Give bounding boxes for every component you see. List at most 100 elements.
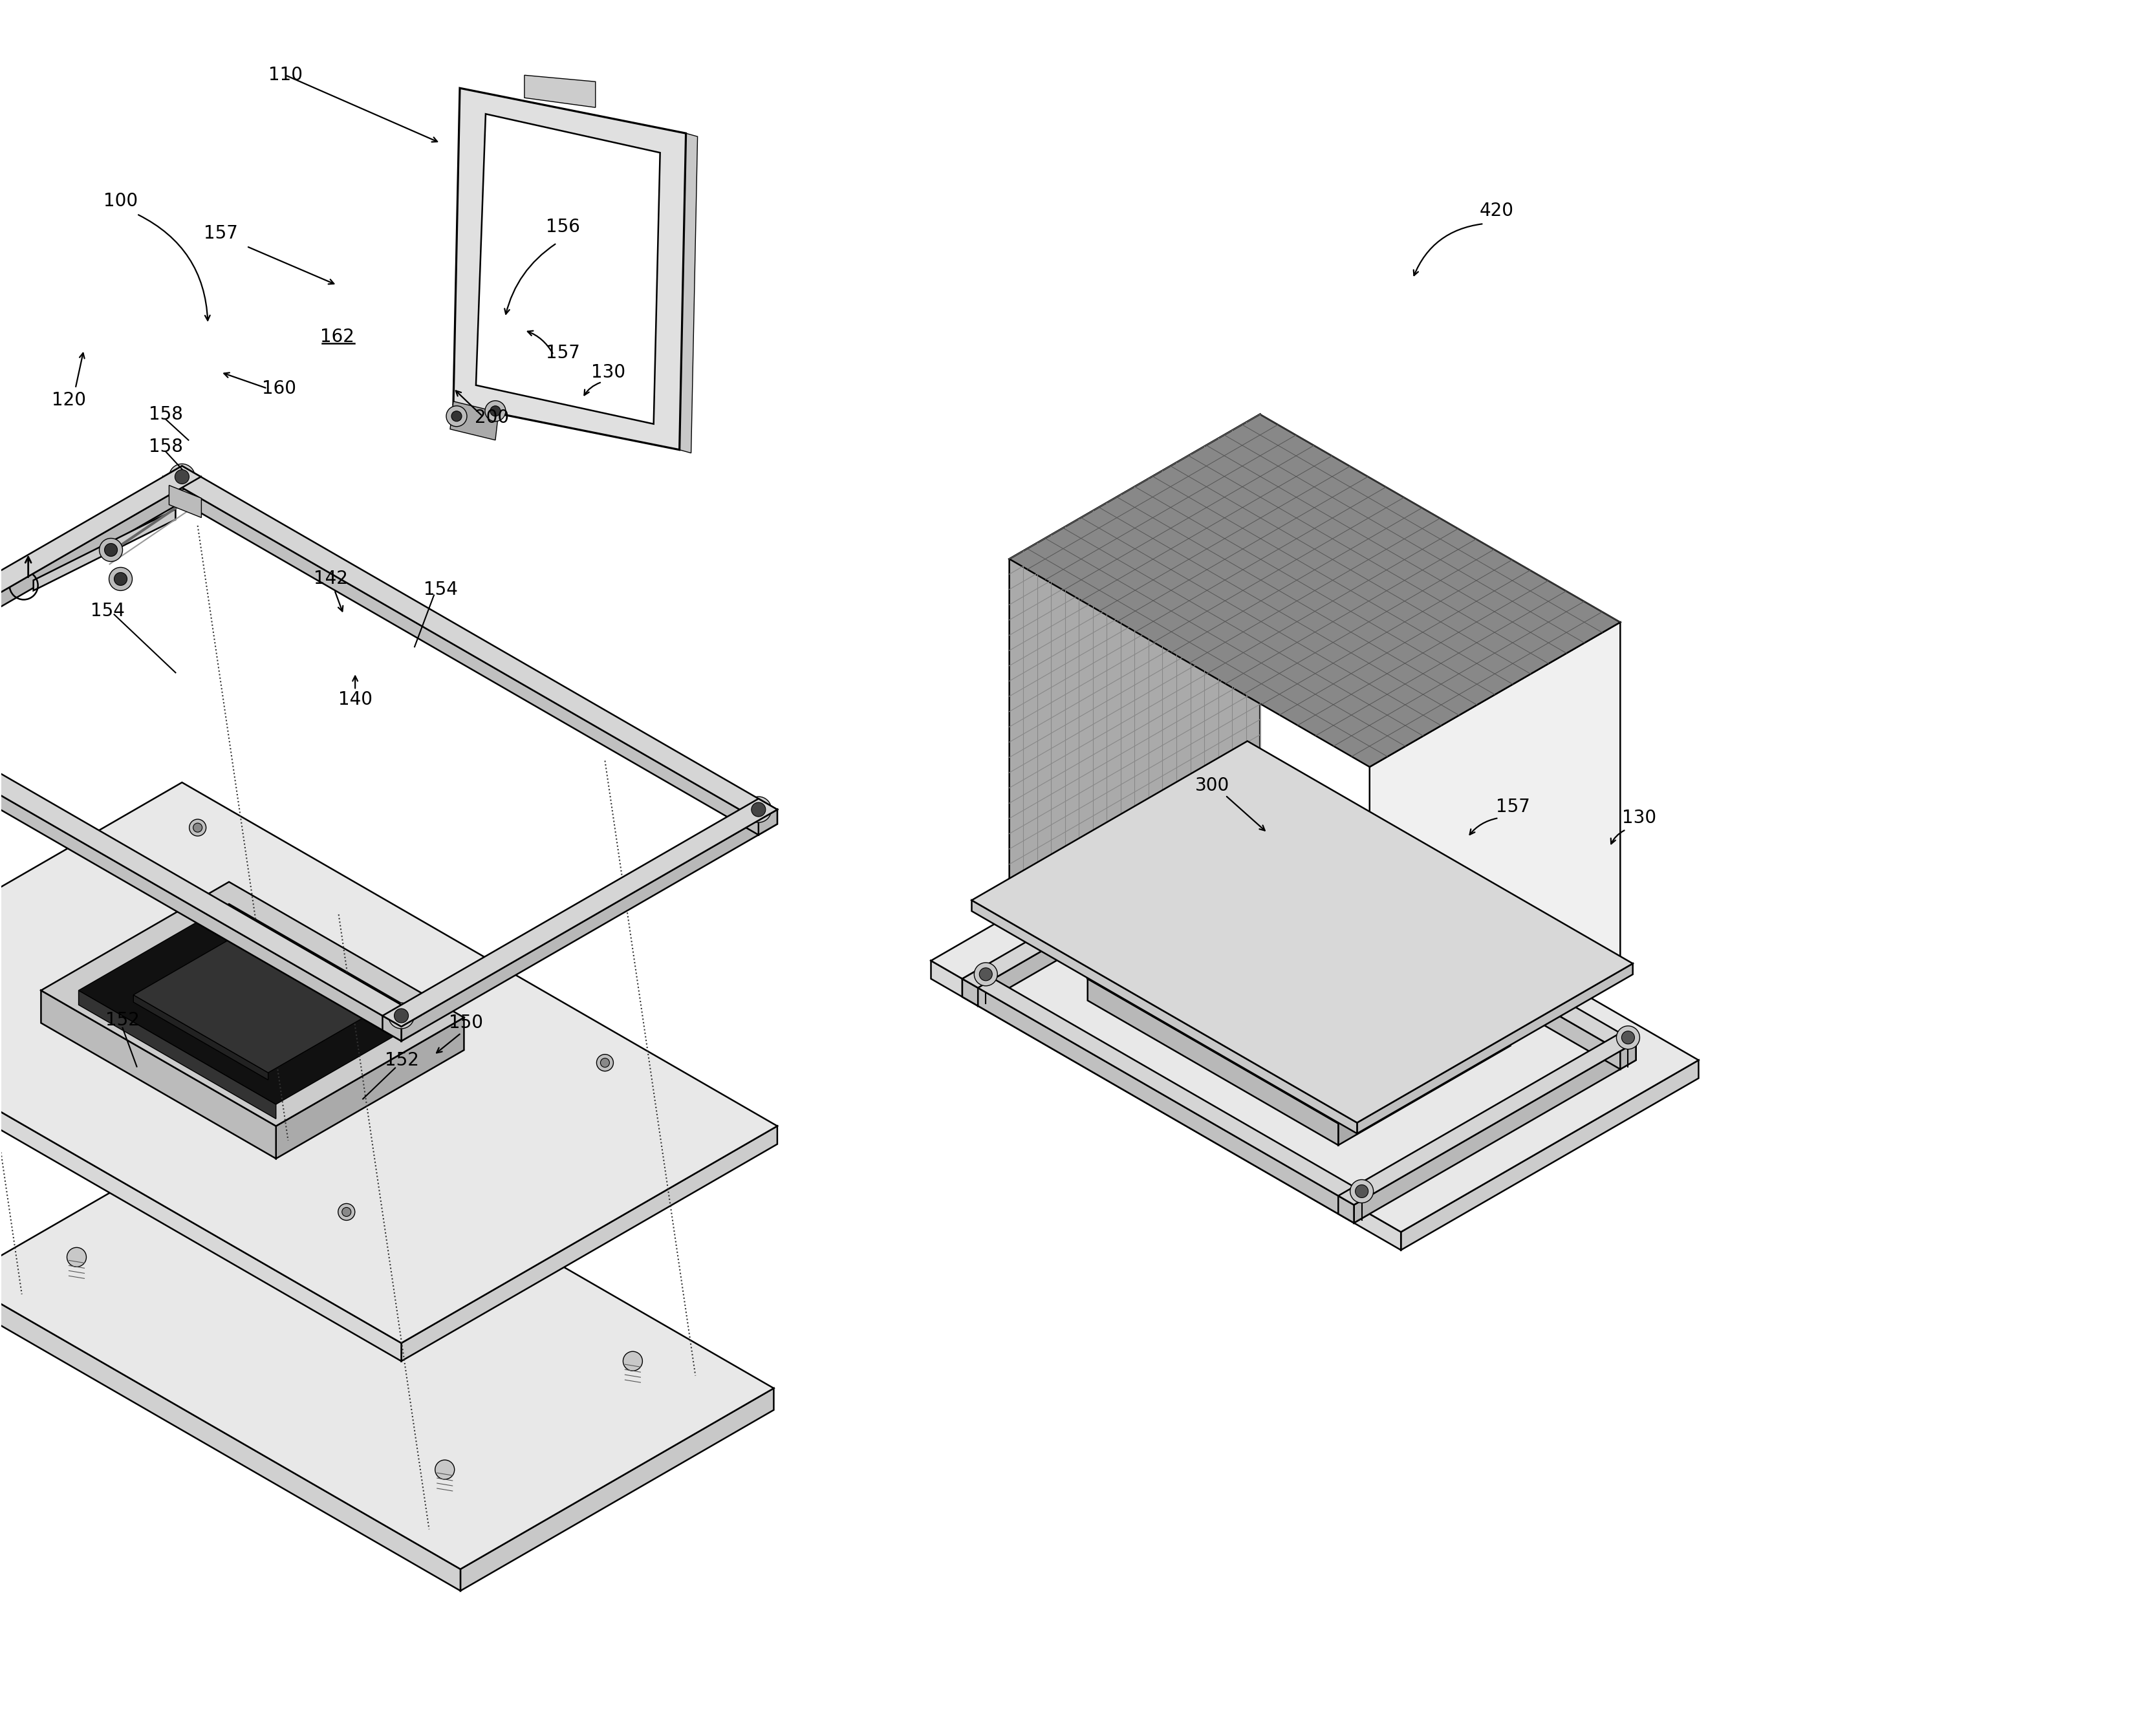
Polygon shape [931, 788, 1699, 1233]
Polygon shape [1087, 880, 1511, 1123]
Circle shape [601, 1059, 610, 1068]
Text: 140: 140 [338, 691, 372, 708]
Polygon shape [169, 486, 201, 517]
Polygon shape [163, 477, 758, 835]
Polygon shape [79, 904, 426, 1104]
Polygon shape [186, 1180, 295, 1243]
Polygon shape [0, 672, 419, 1026]
Circle shape [175, 470, 188, 484]
Polygon shape [41, 991, 276, 1158]
Text: 162: 162 [321, 328, 353, 345]
Polygon shape [312, 1276, 383, 1325]
Circle shape [342, 1208, 351, 1217]
Text: 156: 156 [546, 219, 580, 236]
Polygon shape [681, 134, 698, 453]
Polygon shape [0, 465, 201, 694]
Polygon shape [1338, 1024, 1464, 1108]
Polygon shape [402, 1016, 419, 1042]
Polygon shape [383, 799, 777, 1026]
Polygon shape [972, 741, 1633, 1123]
Polygon shape [972, 901, 1357, 1134]
Polygon shape [0, 477, 201, 708]
Polygon shape [257, 1220, 295, 1253]
Text: 157: 157 [1496, 799, 1530, 816]
Polygon shape [268, 1014, 372, 1080]
Text: 130: 130 [591, 363, 625, 382]
Polygon shape [312, 1253, 422, 1316]
Text: 154: 154 [90, 602, 124, 620]
Polygon shape [383, 1293, 422, 1325]
Circle shape [113, 573, 126, 585]
Polygon shape [0, 783, 777, 1344]
Polygon shape [0, 1099, 775, 1569]
Text: 157: 157 [546, 344, 580, 363]
Text: 152: 152 [105, 1010, 139, 1029]
Text: 300: 300 [1196, 776, 1230, 795]
Polygon shape [34, 509, 175, 590]
Polygon shape [0, 1279, 460, 1590]
Circle shape [751, 802, 766, 816]
Circle shape [490, 406, 501, 417]
Circle shape [980, 967, 993, 981]
Polygon shape [0, 682, 402, 1042]
Polygon shape [1338, 1024, 1511, 1146]
Polygon shape [963, 970, 1370, 1205]
Polygon shape [1134, 979, 1338, 1108]
Circle shape [338, 1203, 355, 1220]
Text: 154: 154 [424, 582, 458, 599]
Text: 158: 158 [150, 437, 182, 455]
Circle shape [188, 819, 205, 837]
Circle shape [745, 797, 770, 823]
Circle shape [1241, 809, 1265, 832]
Polygon shape [41, 882, 464, 1127]
Circle shape [974, 963, 997, 986]
Polygon shape [276, 1017, 464, 1158]
Polygon shape [1370, 621, 1620, 1102]
Text: 120: 120 [51, 391, 86, 410]
Text: 130: 130 [1622, 809, 1656, 826]
Polygon shape [978, 825, 1260, 1005]
Text: 200: 200 [475, 408, 509, 427]
Polygon shape [1620, 1042, 1635, 1069]
Polygon shape [163, 465, 777, 821]
Circle shape [1245, 814, 1258, 826]
Circle shape [109, 568, 133, 590]
Polygon shape [402, 1127, 777, 1361]
Polygon shape [1134, 906, 1464, 1097]
Polygon shape [383, 1016, 402, 1042]
Polygon shape [1355, 1196, 1370, 1222]
Polygon shape [133, 936, 372, 1073]
Polygon shape [1087, 979, 1338, 1146]
Circle shape [66, 1248, 86, 1267]
Circle shape [597, 1054, 614, 1071]
Polygon shape [963, 979, 978, 1005]
Text: 158: 158 [150, 404, 182, 424]
Polygon shape [1228, 816, 1635, 1050]
Text: 160: 160 [261, 380, 295, 398]
Polygon shape [963, 816, 1260, 988]
Polygon shape [963, 979, 1355, 1222]
Circle shape [434, 1460, 454, 1479]
Circle shape [1622, 1031, 1635, 1043]
Polygon shape [1338, 1196, 1355, 1222]
Polygon shape [524, 75, 595, 108]
Text: 152: 152 [385, 1050, 419, 1069]
Polygon shape [1010, 415, 1260, 894]
Text: 110: 110 [268, 66, 302, 85]
Circle shape [169, 464, 195, 490]
Polygon shape [276, 1017, 426, 1118]
Circle shape [623, 1351, 642, 1371]
Polygon shape [1228, 825, 1620, 1069]
Text: 420: 420 [1479, 201, 1513, 220]
Circle shape [394, 1009, 409, 1023]
Text: 100: 100 [103, 193, 137, 210]
Polygon shape [0, 1000, 402, 1361]
Circle shape [447, 406, 467, 427]
Polygon shape [79, 991, 276, 1118]
Polygon shape [758, 809, 777, 835]
Circle shape [255, 1139, 274, 1158]
Circle shape [105, 543, 118, 556]
Circle shape [193, 823, 201, 832]
Polygon shape [475, 115, 659, 424]
Polygon shape [1355, 1042, 1635, 1222]
